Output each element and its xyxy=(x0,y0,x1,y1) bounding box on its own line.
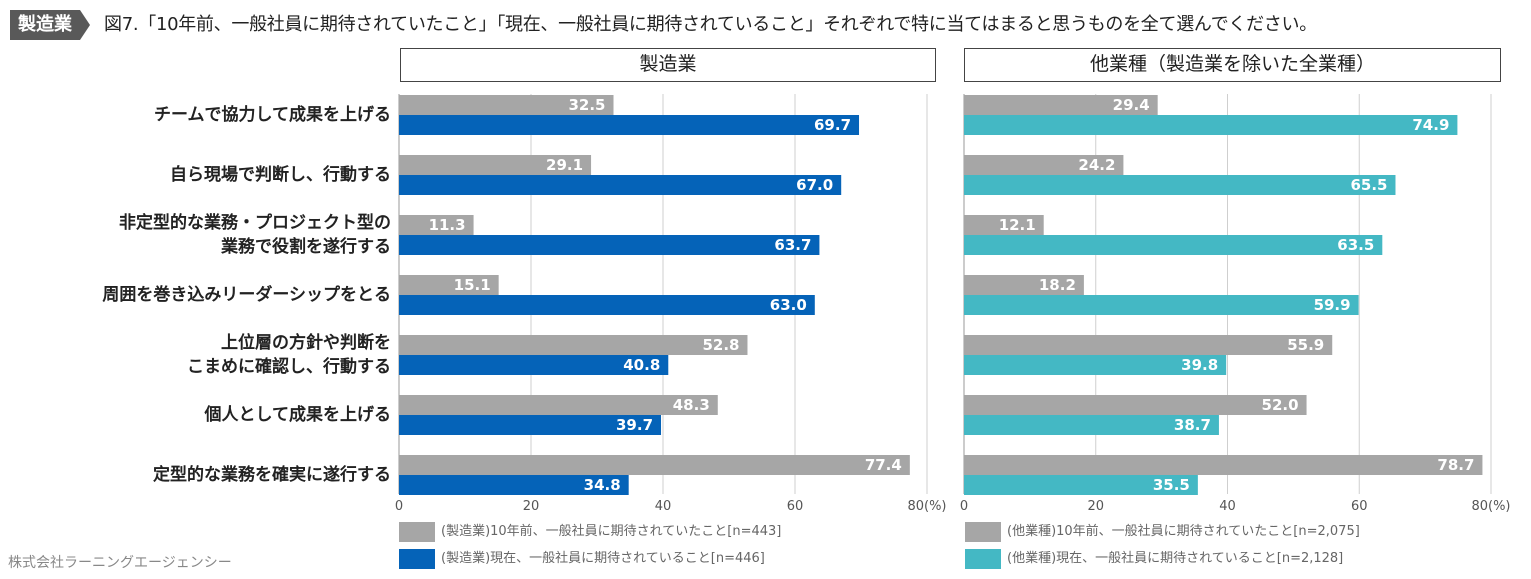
data-label: 39.8 xyxy=(1181,356,1218,374)
data-label: 11.3 xyxy=(429,216,466,234)
bar xyxy=(399,215,474,235)
bar xyxy=(399,395,718,415)
x-tick-label: 80(%) xyxy=(1471,499,1510,514)
data-label: 52.0 xyxy=(1262,396,1299,414)
category-label: チームで協力して成果を上げる xyxy=(154,105,391,125)
x-tick-label: 80(%) xyxy=(907,499,946,514)
bar xyxy=(399,235,820,255)
bar xyxy=(399,295,815,315)
category-label: 上位層の方針や判断を xyxy=(221,333,391,353)
data-label: 65.5 xyxy=(1350,176,1387,194)
bar xyxy=(399,115,860,135)
data-label: 77.4 xyxy=(865,456,902,474)
legend-label: (他業種)10年前、一般社員に期待されていたこと[n=2,075] xyxy=(1007,524,1360,539)
bar xyxy=(964,295,1359,315)
data-label: 63.5 xyxy=(1337,236,1374,254)
bar xyxy=(964,455,1483,475)
data-label: 35.5 xyxy=(1153,476,1190,494)
legend-other-now: (他業種)現在、一般社員に期待されていること[n=2,128] xyxy=(965,548,1343,570)
bar xyxy=(964,155,1124,175)
x-tick-label: 20 xyxy=(523,499,540,514)
data-label: 74.9 xyxy=(1412,116,1449,134)
bar xyxy=(399,335,748,355)
bar xyxy=(399,175,842,195)
bar xyxy=(964,475,1198,495)
panel-title-manufacturing: 製造業 xyxy=(400,48,936,82)
legend-label: (製造業)現在、一般社員に期待されていること[n=446] xyxy=(441,551,765,566)
data-label: 63.7 xyxy=(774,236,811,254)
bar xyxy=(964,95,1158,115)
data-label: 67.0 xyxy=(796,176,833,194)
legend-other-past: (他業種)10年前、一般社員に期待されていたこと[n=2,075] xyxy=(965,521,1360,543)
legend-mfg-now: (製造業)現在、一般社員に期待されていること[n=446] xyxy=(399,548,765,570)
category-label: 周囲を巻き込みリーダーシップをとる xyxy=(102,285,391,305)
data-label: 32.5 xyxy=(568,96,605,114)
data-label: 48.3 xyxy=(673,396,710,414)
bar xyxy=(399,155,592,175)
bar xyxy=(399,475,629,495)
data-label: 29.4 xyxy=(1113,96,1150,114)
x-tick-label: 40 xyxy=(655,499,672,514)
data-label: 63.0 xyxy=(770,296,807,314)
bar xyxy=(964,215,1044,235)
category-label: こまめに確認し、行動する xyxy=(187,357,391,377)
legend-label: (他業種)現在、一般社員に期待されていること[n=2,128] xyxy=(1007,551,1344,566)
category-label: 非定型的な業務・プロジェクト型の xyxy=(119,213,391,233)
data-label: 34.8 xyxy=(584,476,621,494)
data-label: 39.7 xyxy=(616,416,653,434)
bar xyxy=(964,235,1383,255)
legend-swatch-past xyxy=(965,521,1001,542)
category-label: 業務で役割を遂行する xyxy=(221,237,391,257)
category-label: 個人として成果を上げる xyxy=(204,405,392,425)
data-label: 55.9 xyxy=(1287,336,1324,354)
bar xyxy=(964,355,1227,375)
legend-swatch-other-now xyxy=(965,548,1001,569)
bar xyxy=(399,355,669,375)
bar xyxy=(964,115,1458,135)
bar xyxy=(964,415,1219,435)
x-tick-label: 60 xyxy=(1351,499,1368,514)
data-label: 40.8 xyxy=(623,356,660,374)
company-footer: 株式会社ラーニングエージェンシー xyxy=(8,555,232,571)
category-label: 定型的な業務を確実に遂行する xyxy=(153,465,391,485)
data-label: 18.2 xyxy=(1039,276,1076,294)
bar xyxy=(964,335,1333,355)
bar xyxy=(964,275,1084,295)
x-tick-label: 0 xyxy=(960,499,968,514)
bar xyxy=(399,415,662,435)
data-label: 15.1 xyxy=(454,276,491,294)
bar xyxy=(964,395,1307,415)
data-label: 69.7 xyxy=(814,116,851,134)
x-tick-label: 20 xyxy=(1087,499,1104,514)
bar xyxy=(399,95,614,115)
data-label: 24.2 xyxy=(1078,156,1115,174)
category-label: 自ら現場で判断し、行動する xyxy=(170,165,391,185)
data-label: 38.7 xyxy=(1174,416,1211,434)
x-tick-label: 40 xyxy=(1219,499,1236,514)
bar xyxy=(399,455,910,475)
data-label: 78.7 xyxy=(1437,456,1474,474)
data-label: 29.1 xyxy=(546,156,583,174)
legend-swatch-past xyxy=(399,521,435,542)
industry-tag: 製造業 xyxy=(10,10,90,40)
data-label: 52.8 xyxy=(702,336,739,354)
data-label: 59.9 xyxy=(1314,296,1351,314)
panel-title-other-industries: 他業種（製造業を除いた全業種） xyxy=(964,48,1501,82)
x-tick-label: 60 xyxy=(787,499,804,514)
legend-swatch-mfg-now xyxy=(399,548,435,569)
data-label: 12.1 xyxy=(999,216,1036,234)
legend-label: (製造業)10年前、一般社員に期待されていたこと[n=443] xyxy=(441,524,782,539)
legend-mfg-past: (製造業)10年前、一般社員に期待されていたこと[n=443] xyxy=(399,521,781,543)
bar xyxy=(399,275,499,295)
chart-title: 図7.「10年前、一般社員に期待されていたこと」「現在、一般社員に期待されている… xyxy=(104,14,1317,35)
bar xyxy=(964,175,1396,195)
x-tick-label: 0 xyxy=(395,499,403,514)
